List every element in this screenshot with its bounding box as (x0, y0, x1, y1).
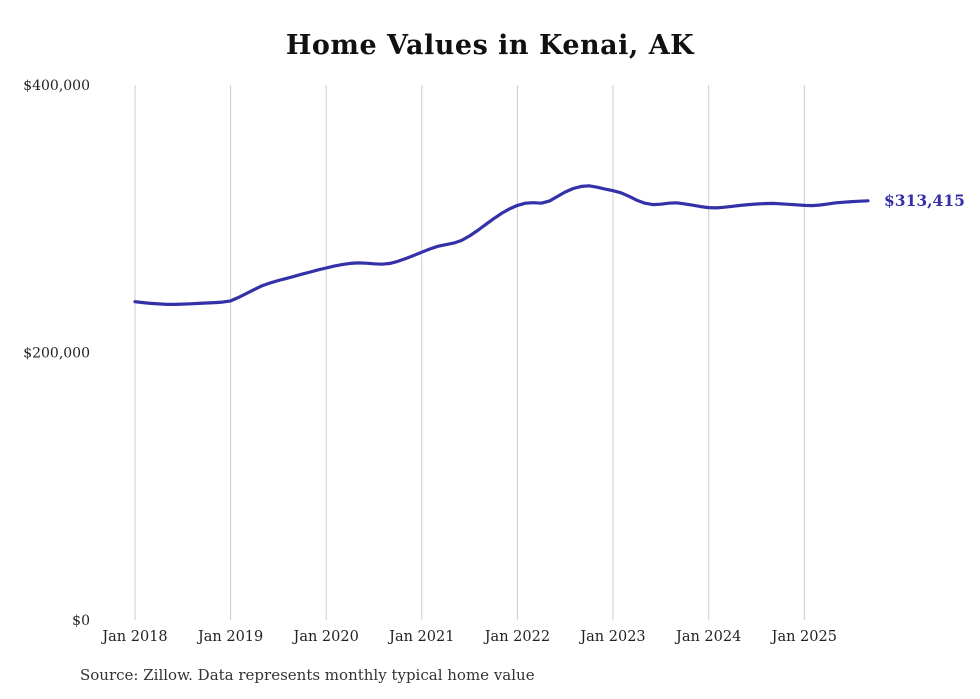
y-tick-label: $0 (72, 613, 90, 629)
x-tick-label: Jan 2018 (100, 629, 167, 645)
x-tick-label: Jan 2023 (578, 629, 645, 645)
y-tick-label: $200,000 (23, 346, 90, 362)
y-tick-label: $400,000 (23, 78, 90, 94)
x-tick-label: Jan 2022 (483, 629, 550, 645)
x-tick-label: Jan 2019 (196, 629, 263, 645)
x-tick-label: Jan 2025 (770, 629, 837, 645)
value-line (133, 184, 870, 306)
x-tick-label: Jan 2024 (674, 629, 741, 645)
x-tick-label: Jan 2021 (387, 629, 454, 645)
x-tick-label: Jan 2020 (292, 629, 359, 645)
chart-title: Home Values in Kenai, AK (285, 30, 695, 61)
source-note: Source: Zillow. Data represents monthly … (80, 666, 535, 684)
end-value-label: $313,415 (884, 191, 965, 210)
